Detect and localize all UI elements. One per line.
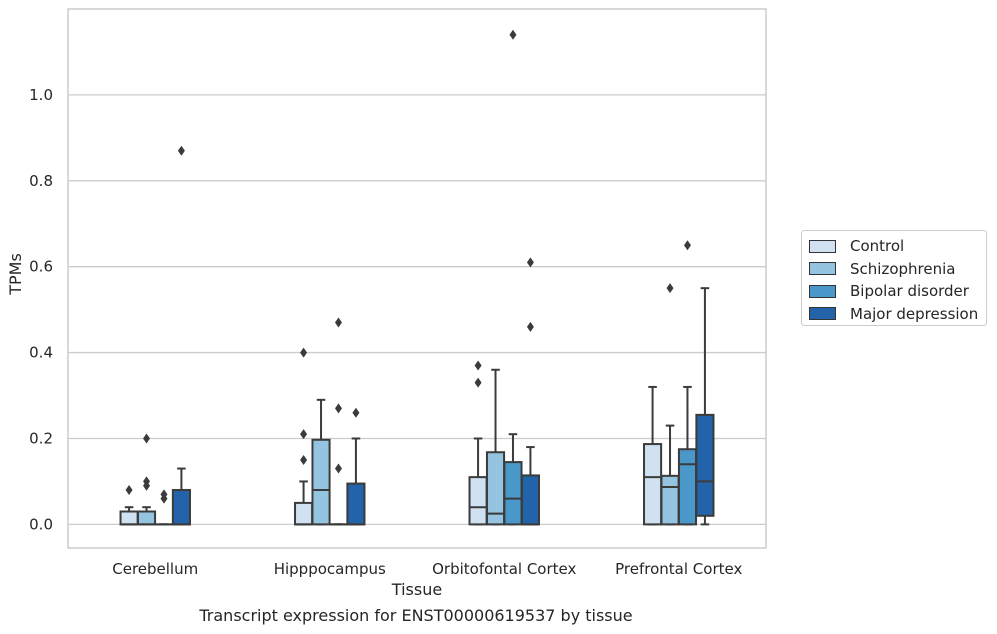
box bbox=[311, 438, 331, 526]
legend-label: Control bbox=[850, 237, 905, 256]
box bbox=[677, 448, 698, 526]
legend-item: Bipolar disorder bbox=[809, 280, 986, 303]
outlier-point bbox=[334, 463, 342, 474]
x-axis-label: Tissue bbox=[391, 580, 442, 599]
box-series bbox=[119, 29, 715, 526]
outlier-point bbox=[474, 360, 482, 371]
y-tick-label: 0.8 bbox=[29, 172, 53, 190]
y-tick-label: 0.4 bbox=[29, 344, 53, 362]
box bbox=[171, 489, 191, 526]
legend-item: Control bbox=[809, 235, 986, 258]
box bbox=[643, 443, 663, 526]
legend-swatch bbox=[809, 284, 836, 298]
x-tick-labels: Cerebellum Hipppocampus Orbitofontal Corte… bbox=[112, 560, 742, 578]
chart-caption: Transcript expression for ENST0000061953… bbox=[199, 606, 633, 625]
outlier-point bbox=[683, 240, 691, 251]
outlier-point bbox=[526, 321, 534, 332]
y-tick-label: 0.2 bbox=[29, 429, 53, 447]
legend-swatch bbox=[809, 239, 836, 253]
x-tick-label: Hipppocampus bbox=[274, 560, 386, 578]
outlier-point bbox=[509, 29, 517, 40]
legend-label: Major depression bbox=[850, 304, 979, 323]
y-tick-label: 0.6 bbox=[29, 258, 53, 276]
outlier-point bbox=[143, 433, 151, 444]
box bbox=[468, 476, 488, 526]
x-tick-label: Orbitofontal Cortex bbox=[432, 560, 576, 578]
legend-label: Schizophrenia bbox=[850, 259, 956, 278]
outlier-point bbox=[143, 476, 151, 487]
box bbox=[520, 474, 540, 526]
box bbox=[136, 510, 157, 526]
outlier-point bbox=[300, 429, 308, 440]
outlier-point bbox=[300, 454, 308, 465]
box bbox=[119, 510, 139, 526]
box bbox=[294, 501, 314, 526]
outlier-point bbox=[300, 347, 308, 358]
y-tick-label: 0.0 bbox=[29, 515, 53, 533]
legend-swatch bbox=[809, 262, 836, 276]
legend-swatch bbox=[809, 307, 836, 321]
outlier-point bbox=[352, 407, 360, 418]
outlier-point bbox=[474, 377, 482, 388]
outlier-point bbox=[125, 485, 133, 496]
outlier-point bbox=[160, 489, 168, 500]
x-tick-label: Cerebellum bbox=[112, 560, 198, 578]
outlier-point bbox=[177, 145, 185, 156]
y-tick-label: 1.0 bbox=[29, 86, 53, 104]
legend-item: Schizophrenia bbox=[809, 258, 986, 281]
y-tick-labels: 0.0 0.2 0.4 0.6 0.8 1.0 bbox=[29, 86, 53, 533]
y-axis-label: TPMs bbox=[6, 253, 25, 296]
legend: Control Schizophrenia Bipolar disorder Majo… bbox=[801, 230, 987, 326]
legend-label: Bipolar disorder bbox=[850, 282, 969, 301]
box bbox=[660, 474, 680, 526]
box bbox=[503, 461, 523, 526]
outlier-point bbox=[666, 283, 674, 294]
box bbox=[346, 482, 366, 526]
legend-item: Major depression bbox=[809, 303, 986, 326]
x-tick-label: Prefrontal Cortex bbox=[615, 560, 742, 578]
outlier-point bbox=[334, 317, 342, 328]
outlier-point bbox=[526, 257, 534, 268]
box bbox=[695, 413, 715, 517]
outlier-point bbox=[334, 403, 342, 414]
